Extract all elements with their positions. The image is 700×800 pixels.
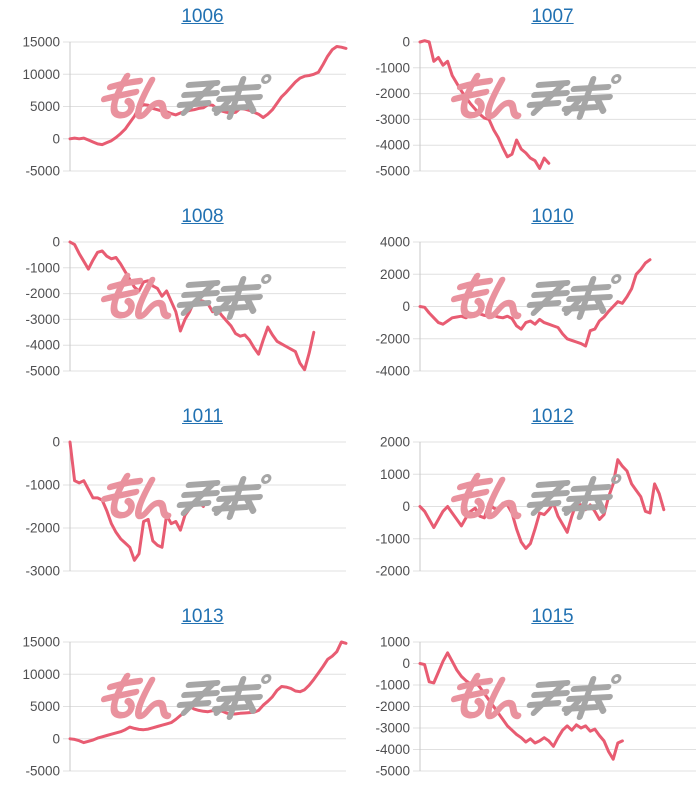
chart-title-link[interactable]: 1006 (181, 6, 224, 27)
minrepo-watermark-icon (450, 72, 622, 120)
chart-title-link[interactable]: 1011 (182, 406, 223, 427)
line-chart: 15000 10000 5000 0 -5000 (22, 35, 348, 179)
chart-cell-1015: 1015 1000 0 -1000 -2000 -3000 -4000 -5000 (350, 600, 700, 800)
y-tick-label: -5000 (25, 764, 60, 779)
y-tick-label: -4000 (375, 742, 410, 757)
y-tick-label: 0 (402, 499, 410, 514)
y-tick-label: -2000 (375, 331, 410, 346)
y-tick-label: 0 (52, 435, 60, 450)
minrepo-watermark-icon (450, 272, 622, 320)
series-line (418, 39, 551, 170)
chart-title-row: 1013 (0, 600, 350, 632)
chart-title-row: 1007 (350, 0, 700, 32)
y-tick-label: 15000 (22, 35, 60, 50)
chart-title-row: 1011 (0, 400, 350, 432)
chart-title-link[interactable]: 1010 (531, 206, 574, 227)
series-line (418, 651, 624, 761)
chart-cell-1007: 1007 0 -1000 -2000 -3000 -4000 -5000 (350, 0, 700, 200)
chart-title-link[interactable]: 1007 (531, 6, 574, 27)
series-line (68, 440, 205, 562)
y-tick-label: 4000 (380, 235, 410, 250)
chart-cell-1012: 1012 2000 1000 0 -1000 -2000 (350, 400, 700, 600)
y-tick-label: -2000 (375, 699, 410, 714)
y-tick-label: -4000 (25, 338, 60, 353)
y-tick-label: -2000 (25, 286, 60, 301)
y-tick-label: -5000 (375, 764, 410, 779)
minrepo-watermark-icon (100, 672, 272, 720)
chart-title-link[interactable]: 1012 (531, 406, 574, 427)
y-tick-label: 5000 (30, 99, 60, 114)
y-tick-label: -3000 (25, 312, 60, 327)
chart-title-row: 1012 (350, 400, 700, 432)
line-chart: 15000 10000 5000 0 -5000 (22, 635, 348, 779)
y-tick-label: 0 (402, 299, 410, 314)
y-tick-label: 0 (52, 235, 60, 250)
y-tick-label: -2000 (375, 564, 410, 579)
chart-title-row: 1015 (350, 600, 700, 632)
y-tick-label: -4000 (375, 138, 410, 153)
chart-title-row: 1008 (0, 200, 350, 232)
y-tick-label: 2000 (380, 435, 410, 450)
minrepo-watermark-icon (450, 472, 622, 520)
y-tick-label: -5000 (25, 164, 60, 179)
chart-title-link[interactable]: 1015 (531, 606, 574, 627)
line-chart: 0 -1000 -2000 -3000 (25, 435, 346, 579)
y-tick-label: -1000 (375, 60, 410, 75)
line-chart: 4000 2000 0 -2000 -4000 (375, 235, 696, 379)
minrepo-watermark-icon (100, 472, 272, 520)
y-tick-label: 1000 (380, 467, 410, 482)
minrepo-watermark-icon (450, 672, 622, 720)
chart-title-link[interactable]: 1013 (181, 606, 224, 627)
series-line (68, 640, 348, 745)
chart-cell-1006: 1006 15000 10000 5000 0 -5000 (0, 0, 350, 200)
y-tick-label: -5000 (25, 364, 60, 379)
line-chart: 0 -1000 -2000 -3000 -4000 -5000 (25, 235, 346, 379)
minrepo-watermark-icon (100, 72, 272, 120)
y-tick-label: 2000 (380, 267, 410, 282)
y-tick-label: 1000 (380, 635, 410, 650)
y-tick-label: 0 (402, 656, 410, 671)
y-tick-label: 0 (402, 35, 410, 50)
chart-title-row: 1006 (0, 0, 350, 32)
line-chart: 0 -1000 -2000 -3000 -4000 -5000 (375, 35, 696, 179)
y-tick-label: 0 (52, 131, 60, 146)
chart-cell-1013: 1013 15000 10000 5000 0 -5000 (0, 600, 350, 800)
y-tick-label: -2000 (25, 521, 60, 536)
y-tick-label: 10000 (22, 667, 60, 682)
y-tick-label: 10000 (22, 67, 60, 82)
y-tick-label: 5000 (30, 699, 60, 714)
y-tick-label: 0 (52, 731, 60, 746)
y-tick-label: -3000 (25, 564, 60, 579)
y-tick-label: -1000 (375, 678, 410, 693)
chart-cell-1011: 1011 0 -1000 -2000 -3000 (0, 400, 350, 600)
chart-cell-1010: 1010 4000 2000 0 -2000 -4000 (350, 200, 700, 400)
chart-cell-1008: 1008 0 -1000 -2000 -3000 -4000 -5000 (0, 200, 350, 400)
y-tick-label: 15000 (22, 635, 60, 650)
y-tick-label: -5000 (375, 164, 410, 179)
chart-title-row: 1010 (350, 200, 700, 232)
y-tick-label: -3000 (375, 721, 410, 736)
line-chart: 1000 0 -1000 -2000 -3000 -4000 -5000 (375, 635, 696, 779)
series-line (418, 258, 652, 348)
y-tick-label: -3000 (375, 112, 410, 127)
series-line (418, 458, 666, 550)
y-tick-label: -1000 (25, 260, 60, 275)
minrepo-watermark-icon (100, 272, 272, 320)
y-tick-label: -4000 (375, 364, 410, 379)
y-tick-label: -1000 (25, 478, 60, 493)
y-tick-label: -1000 (375, 531, 410, 546)
chart-title-link[interactable]: 1008 (181, 206, 224, 227)
line-chart: 2000 1000 0 -1000 -2000 (375, 435, 696, 579)
y-tick-label: -2000 (375, 86, 410, 101)
